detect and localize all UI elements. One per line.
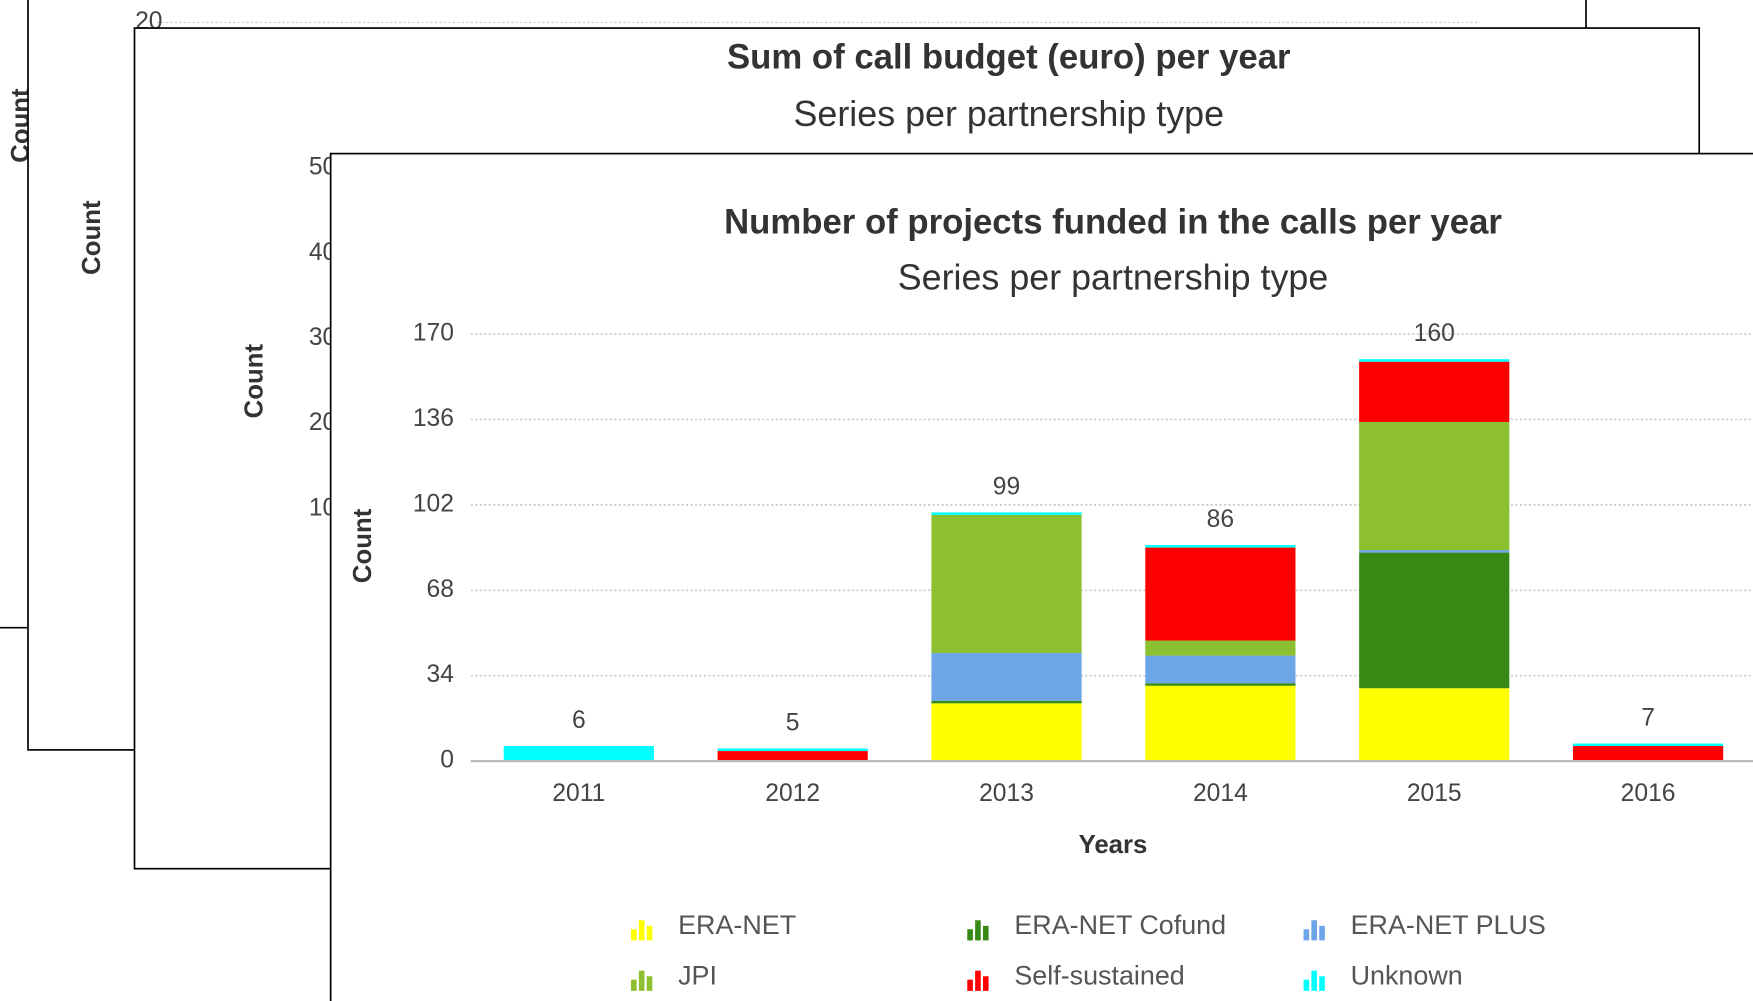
legend-icon <box>1311 970 1317 991</box>
y-tick-label: 102 <box>413 490 454 517</box>
bar-segment <box>1145 640 1296 656</box>
legend-label: Self-sustained <box>1014 961 1184 991</box>
bar-segment <box>1359 359 1510 362</box>
legend-label: Unknown <box>1351 961 1463 991</box>
legend-icon <box>1319 925 1325 941</box>
legend-icon <box>1319 976 1325 991</box>
x-tick-label: 2014 <box>1193 780 1248 807</box>
legend-icon <box>967 979 973 991</box>
y-tick-label: 34 <box>427 661 454 688</box>
legend-icon <box>975 920 981 941</box>
x-tick-label: 2011 <box>552 780 605 807</box>
total-label: 6 <box>572 707 586 734</box>
legend-icon <box>975 970 981 991</box>
legend-icon <box>967 929 973 941</box>
y-axis-label: Count <box>78 200 106 275</box>
total-label: 5 <box>786 709 800 736</box>
bar-segment <box>931 700 1082 704</box>
bar-segment <box>1145 685 1296 762</box>
bar-segment <box>1359 361 1510 422</box>
x-tick-label: 2015 <box>1407 780 1462 807</box>
legend-icon <box>1303 929 1310 941</box>
bar-segment <box>931 512 1082 515</box>
bar-segment <box>1145 547 1296 641</box>
legend-icon <box>982 925 989 941</box>
x-tick-label: 2012 <box>765 780 820 807</box>
chart-subtitle: Series per partnership type <box>898 258 1329 298</box>
total-label: 86 <box>1207 506 1234 533</box>
legend-label: ERA-NET PLUS <box>1351 910 1546 940</box>
bar-segment <box>931 514 1082 654</box>
legend-icon <box>638 970 645 991</box>
legend-icon <box>646 976 653 991</box>
legend-icon <box>982 976 989 991</box>
bar-segment <box>1572 743 1724 747</box>
chart-subtitle: Series per partnership type <box>793 94 1224 134</box>
bar-segment <box>503 746 654 762</box>
legend-icon <box>638 920 645 941</box>
legend-label: ERA-NET Cofund <box>1014 910 1226 940</box>
bar-segment <box>1145 683 1296 686</box>
bar-segment <box>931 703 1082 762</box>
bar-segment <box>1145 655 1296 684</box>
x-axis-label: Years <box>1079 831 1148 859</box>
legend-icon <box>646 925 653 941</box>
legend-icon <box>1303 979 1310 991</box>
total-label: 7 <box>1641 704 1655 731</box>
total-label: 160 <box>1414 320 1455 347</box>
legend-label: ERA-NET <box>678 910 796 940</box>
legend-icon <box>631 979 637 991</box>
bar-segment <box>1359 550 1510 553</box>
x-tick-label: 2013 <box>979 780 1034 807</box>
y-axis-label: Count <box>240 344 268 419</box>
legend-icon <box>631 929 637 941</box>
bar-segment <box>1359 688 1510 762</box>
total-label: 99 <box>993 473 1020 500</box>
x-tick-label: 2016 <box>1621 780 1676 807</box>
y-axis-label: Count <box>349 508 377 583</box>
y-tick-label: 68 <box>427 576 454 603</box>
bar-segment <box>1359 421 1510 551</box>
chart-title: Sum of call budget (euro) per year <box>727 39 1291 77</box>
bar-segment <box>717 748 868 752</box>
bar-segment <box>931 653 1082 701</box>
bar-segment <box>1359 552 1510 689</box>
chart-title: Number of projects funded in the calls p… <box>724 203 1502 241</box>
bar-segment <box>1145 545 1296 548</box>
bar-segment <box>1572 746 1724 762</box>
y-tick-label: 170 <box>413 320 454 347</box>
legend-icon <box>1311 920 1317 941</box>
y-tick-label: 0 <box>440 747 454 774</box>
bar-segment <box>717 751 868 762</box>
y-tick-label: 136 <box>413 405 454 432</box>
plot: 0 34 68 102 136 170 2011 6 2012 5 2013 99 2014 86 2015… <box>413 320 1753 991</box>
legend-label: JPI <box>678 961 717 991</box>
